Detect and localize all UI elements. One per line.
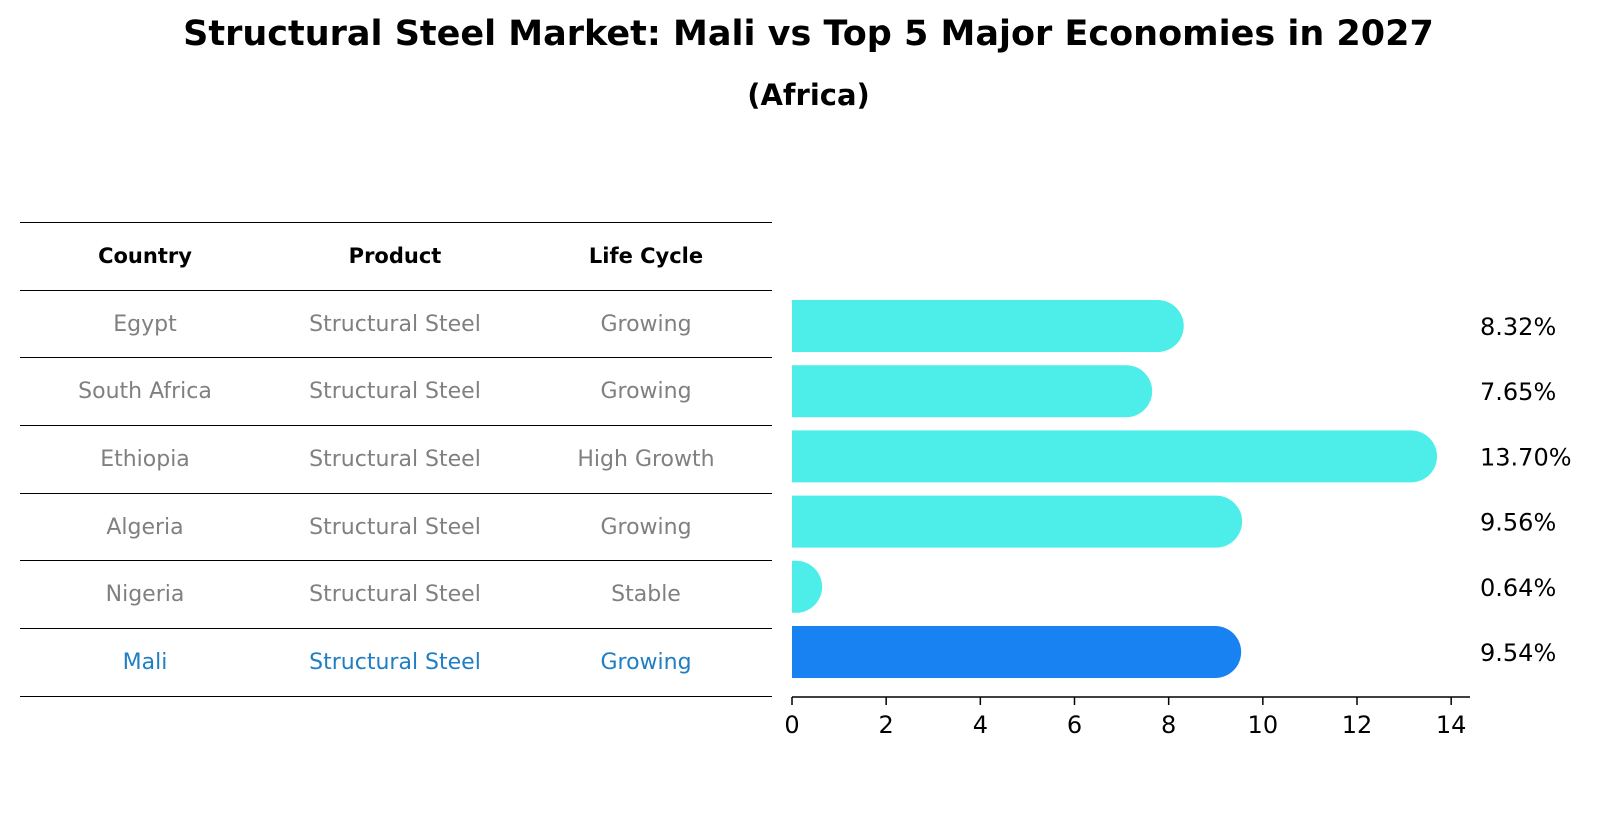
bar-value-label: 7.65%: [1480, 378, 1556, 406]
bar: [792, 495, 1243, 548]
bar-value-label: 9.54%: [1480, 639, 1556, 667]
x-tick-label: 6: [1067, 711, 1082, 739]
bar-highlight: [792, 626, 1242, 678]
bar-value-label: 9.56%: [1480, 509, 1556, 537]
table-cell-life-cycle: Growing: [600, 649, 692, 675]
x-tick-label: 2: [879, 711, 894, 739]
bar-value-label: 13.70%: [1480, 443, 1572, 471]
table-cell-life-cycle: Growing: [600, 379, 692, 405]
table-row: Egypt Structural Steel Growing: [20, 289, 772, 358]
bar-value-label: 0.64%: [1480, 574, 1556, 602]
table-row: Nigeria Structural Steel Stable: [20, 560, 772, 628]
table-cell-life-cycle: Growing: [600, 514, 692, 540]
bar-value-label: 8.32%: [1480, 313, 1556, 341]
table-cell-country: Nigeria: [105, 582, 185, 608]
table-cell-life-cycle: High Growth: [577, 446, 715, 472]
table-cell-product: Structural Steel: [309, 311, 481, 337]
table-row: South Africa Structural Steel Growing: [20, 357, 772, 425]
x-tick-label: 10: [1248, 711, 1279, 739]
table-cell-product: Structural Steel: [309, 379, 481, 405]
bar: [792, 300, 1184, 352]
table-cell-product: Structural Steel: [309, 446, 481, 472]
table-cell-country: Mali: [122, 649, 168, 675]
chart-title: Structural Steel Market: Mali vs Top 5 M…: [183, 14, 1434, 54]
table-row-highlight: Mali Structural Steel Growing: [20, 628, 772, 697]
table-cell-life-cycle: Growing: [600, 311, 692, 337]
table-cell-product: Structural Steel: [309, 582, 481, 608]
table-cell-country: Egypt: [113, 311, 177, 337]
x-tick-label: 14: [1436, 711, 1467, 739]
table-cell-country: South Africa: [78, 379, 212, 405]
table-cell-life-cycle: Stable: [611, 582, 681, 608]
table-header-product: Product: [348, 244, 442, 269]
x-tick-label: 8: [1161, 711, 1176, 739]
bar: [792, 365, 1153, 418]
chart-subtitle: (Africa): [747, 78, 870, 112]
x-tick-label: 12: [1342, 711, 1373, 739]
bar: [792, 560, 823, 613]
x-tick-label: 0: [784, 711, 799, 739]
table-cell-product: Structural Steel: [309, 514, 481, 540]
table-cell-country: Algeria: [106, 514, 184, 540]
table-row: Algeria Structural Steel Growing: [20, 492, 772, 561]
table-header-life-cycle: Life Cycle: [588, 244, 704, 269]
table-cell-product: Structural Steel: [309, 649, 481, 675]
table-header-country: Country: [98, 244, 192, 269]
bar: [792, 430, 1438, 483]
x-tick-label: 4: [973, 711, 988, 739]
table-row: Ethiopia Structural Steel High Growth: [20, 425, 772, 493]
table-cell-country: Ethiopia: [100, 446, 190, 472]
table-header-row: Country Product Life Cycle: [20, 222, 772, 290]
data-table: Country Product Life Cycle Egypt Structu…: [20, 222, 772, 697]
